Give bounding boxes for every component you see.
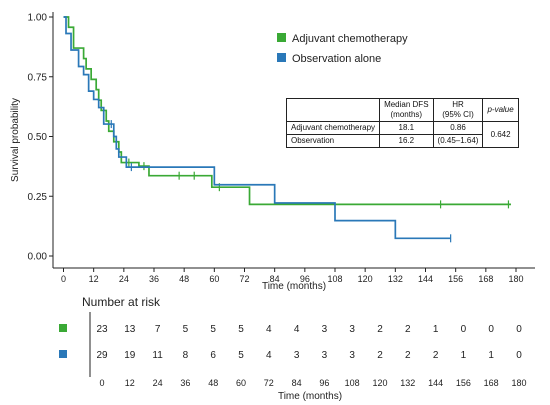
stats-median: 18.1	[379, 121, 434, 135]
risk-time-label: 36	[180, 378, 190, 388]
risk-count: 5	[210, 324, 216, 335]
risk-count: 2	[405, 324, 411, 335]
stats-hr-ci: (0.45–1.64)	[432, 134, 484, 148]
risk-row-swatch	[59, 324, 67, 332]
x-tick-label: 36	[149, 274, 159, 284]
x-tick-label: 156	[448, 274, 463, 284]
y-tick-label: 1.00	[28, 13, 48, 24]
risk-axis-title: Time (months)	[278, 391, 342, 402]
risk-time-label: 144	[428, 378, 443, 388]
legend-swatch	[277, 33, 286, 42]
risk-count: 4	[266, 350, 272, 361]
risk-time-label: 48	[208, 378, 218, 388]
risk-count: 1	[488, 350, 494, 361]
risk-count: 5	[238, 324, 244, 335]
risk-count: 13	[124, 324, 136, 335]
x-tick-label: 168	[478, 274, 493, 284]
y-tick-label: 0.00	[28, 252, 48, 263]
x-tick-label: 84	[270, 274, 280, 284]
risk-count: 19	[124, 350, 136, 361]
risk-time-label: 180	[511, 378, 526, 388]
stats-table: Median DFS (months) HR (95% CI) p-value Ad…	[285, 98, 519, 148]
risk-count: 5	[183, 324, 189, 335]
x-tick-label: 132	[388, 274, 403, 284]
risk-count: 3	[322, 324, 328, 335]
risk-count: 3	[294, 350, 300, 361]
risk-count: 4	[294, 324, 300, 335]
legend-label: Adjuvant chemotherapy	[292, 33, 408, 45]
risk-count: 5	[238, 350, 244, 361]
risk-time-label: 0	[99, 378, 104, 388]
x-tick-label: 24	[119, 274, 129, 284]
stats-row-label: Observation	[285, 134, 381, 148]
y-tick-label: 0.25	[28, 192, 48, 203]
risk-count: 3	[349, 324, 355, 335]
risk-count: 11	[152, 350, 163, 361]
stats-median: 16.2	[379, 134, 434, 148]
legend-label: Observation alone	[292, 53, 381, 65]
x-tick-label: 12	[89, 274, 99, 284]
risk-count: 2	[405, 350, 411, 361]
risk-count: 0	[516, 350, 522, 361]
risk-count: 8	[183, 350, 189, 361]
risk-time-label: 108	[345, 378, 360, 388]
risk-count: 3	[322, 350, 328, 361]
risk-count: 6	[210, 350, 216, 361]
risk-count: 2	[377, 350, 383, 361]
x-axis-title: Time (months)	[262, 281, 326, 292]
risk-time-label: 156	[456, 378, 471, 388]
x-tick-label: 48	[179, 274, 189, 284]
y-axis-title: Survival probability	[10, 98, 21, 182]
risk-table-title: Number at risk	[82, 295, 161, 309]
x-tick-label: 108	[327, 274, 342, 284]
risk-time-label: 12	[125, 378, 135, 388]
risk-count: 29	[96, 350, 108, 361]
risk-count: 2	[377, 324, 383, 335]
risk-count: 7	[155, 324, 161, 335]
risk-row-swatch	[59, 350, 67, 358]
y-tick-label: 0.50	[28, 132, 48, 143]
risk-count: 1	[433, 324, 439, 335]
risk-count: 0	[488, 324, 494, 335]
risk-time-label: 96	[319, 378, 329, 388]
x-tick-label: 72	[239, 274, 249, 284]
stats-header-pvalue: p-value	[482, 98, 519, 122]
stats-header-blank	[285, 98, 381, 122]
risk-time-label: 24	[153, 378, 163, 388]
risk-count: 0	[461, 324, 467, 335]
x-tick-label: 180	[508, 274, 523, 284]
risk-count: 3	[349, 350, 355, 361]
stats-pvalue: 0.642	[482, 121, 519, 148]
x-tick-label: 120	[358, 274, 373, 284]
risk-time-label: 60	[236, 378, 246, 388]
stats-row-label: Adjuvant chemotherapy	[285, 121, 381, 135]
risk-time-label: 72	[264, 378, 274, 388]
risk-time-label: 132	[400, 378, 415, 388]
stats-header-hr: HR (95% CI)	[432, 98, 484, 122]
x-tick-label: 60	[209, 274, 219, 284]
risk-count: 1	[461, 350, 467, 361]
stats-header-median: Median DFS (months)	[379, 98, 434, 122]
risk-time-label: 120	[372, 378, 387, 388]
legend-swatch	[277, 53, 286, 62]
y-tick-label: 0.75	[28, 72, 48, 83]
risk-count: 23	[96, 324, 108, 335]
x-tick-label: 0	[61, 274, 66, 284]
stats-hr: 0.86	[432, 121, 484, 135]
x-tick-label: 96	[300, 274, 310, 284]
risk-time-label: 168	[484, 378, 499, 388]
risk-count: 2	[433, 350, 439, 361]
risk-time-label: 84	[292, 378, 302, 388]
risk-count: 4	[266, 324, 272, 335]
km-curve-adjuvant	[63, 16, 511, 206]
risk-count: 0	[516, 324, 522, 335]
km-curve-observation	[63, 16, 451, 240]
x-tick-label: 144	[418, 274, 433, 284]
